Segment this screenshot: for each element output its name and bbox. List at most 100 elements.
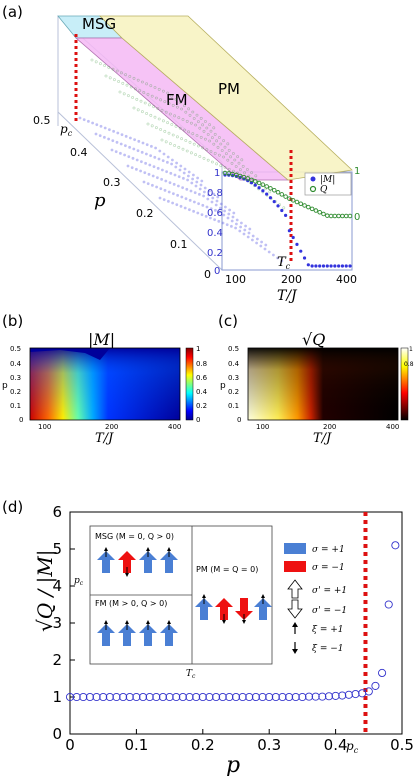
ghost-q-dot [205, 148, 209, 152]
fm-spin [118, 620, 136, 646]
ghost-m-dot [244, 224, 248, 228]
heatmap-m-low-region [30, 348, 110, 360]
ghost-q-dot [209, 129, 213, 133]
ratio-point [225, 692, 234, 702]
ghost-m-dot [193, 191, 197, 195]
ghost-m-dot [251, 234, 255, 238]
ghost-m-dot [231, 215, 235, 219]
spin-arrow [118, 551, 136, 573]
ghost-q-dot [147, 103, 151, 107]
q-point [347, 213, 353, 219]
ghost-m-dot [103, 135, 106, 139]
ghost-m-dot [141, 141, 145, 145]
ratio-point [85, 692, 94, 702]
ghost-q-dot [168, 142, 172, 146]
ghost-q-dot [194, 153, 198, 157]
b-cbar-0.4: 0.4 [196, 388, 208, 396]
ghost-m-dot [179, 204, 183, 208]
ghost-q-dot [132, 106, 136, 110]
ghost-q-dot [173, 114, 177, 118]
b-xtick-100: 100 [38, 423, 51, 431]
ghost-m-dot [181, 186, 185, 190]
pm-spin [215, 598, 233, 624]
ghost-q-dot [142, 91, 146, 94]
p-tick-0.5: 0.5 [33, 114, 51, 127]
ghost-q-dot [189, 151, 193, 155]
ghost-m-dot [82, 118, 86, 122]
ghost-q-dot [175, 105, 179, 109]
ghost-m-dot [238, 229, 242, 233]
ghost-q-dot [226, 142, 230, 146]
ghost-q-dot [115, 69, 119, 73]
ghost-q-dot [149, 113, 153, 117]
inner-tick-0.6: 0.6 [207, 208, 223, 219]
ghost-m-dot [191, 177, 195, 181]
q-point [275, 190, 281, 195]
q-point [290, 198, 296, 203]
msg-spin [97, 547, 115, 573]
ratio-point [112, 692, 121, 702]
ghost-m-dot [227, 212, 231, 216]
ratio-point [238, 692, 247, 702]
ghost-m-dot [235, 218, 239, 222]
ghost-q-dot [243, 171, 247, 175]
ghost-q-dot [201, 123, 205, 127]
ghost-q-dot [226, 158, 230, 162]
ghost-q-dot [206, 158, 210, 162]
ghost-m-dot [144, 161, 148, 165]
inset-fm-text: FM (M > 0, Q > 0) [95, 599, 167, 608]
ghost-q-dot [268, 190, 272, 194]
ghost-m-dot [95, 123, 99, 127]
msg-spin [160, 547, 178, 573]
ghost-q-dot [174, 97, 178, 101]
m-point [314, 264, 318, 268]
m-point [299, 249, 303, 253]
q-curve [222, 170, 353, 219]
ghost-m-dot [223, 209, 227, 213]
ghost-q-dot [108, 76, 112, 80]
legend-sigma-plus: σ = +1 [312, 545, 345, 555]
m-point [344, 264, 348, 268]
ghost-m-dot [114, 150, 118, 154]
ghost-q-dot [160, 138, 164, 142]
m-point [329, 264, 333, 268]
inner-right-tick-1: 1 [354, 166, 360, 177]
ratio-point [158, 692, 168, 702]
ghost-m-dot [187, 170, 191, 174]
ghost-m-dot [150, 183, 154, 187]
heatmap-m-frame [29, 347, 181, 421]
m-point [318, 264, 322, 268]
ghost-m-dot [108, 128, 111, 132]
m-point [310, 264, 314, 268]
q-point [302, 203, 307, 208]
ghost-m-dot [243, 228, 247, 232]
ratio-point [152, 692, 161, 702]
ghost-q-dot [213, 151, 217, 155]
ratio-points [65, 541, 400, 702]
m-point [268, 196, 273, 200]
ghost-q-dot [104, 74, 108, 78]
d-ytick-label: 1 [52, 688, 62, 706]
legend-xi-minus: ξ = −1 [312, 644, 344, 654]
ghost-m-dot [207, 189, 211, 193]
ghost-m-dot [196, 176, 200, 180]
m-point [306, 263, 310, 267]
ghost-q-dot [161, 119, 165, 123]
ghost-m-dot [208, 216, 212, 220]
ghost-m-dot [166, 199, 170, 203]
ghost-m-dot [110, 148, 114, 152]
m-point [276, 204, 280, 208]
xi-arrow-tip [167, 620, 171, 624]
ghost-m-dot [183, 167, 187, 171]
ghost-q-dot [153, 86, 157, 89]
ghost-m-dot [165, 170, 169, 174]
ghost-q-dot [215, 139, 219, 143]
c-ytick-0.2: 0.2 [228, 388, 239, 396]
m-point [291, 235, 295, 240]
b-cbar-1: 1 [196, 345, 200, 353]
ghost-m-dot [205, 205, 209, 209]
ghost-m-dot [218, 210, 222, 214]
q-point [268, 186, 273, 191]
b-xlabel: T/J [95, 431, 114, 446]
inner-right-tick-0: 0 [354, 212, 360, 223]
